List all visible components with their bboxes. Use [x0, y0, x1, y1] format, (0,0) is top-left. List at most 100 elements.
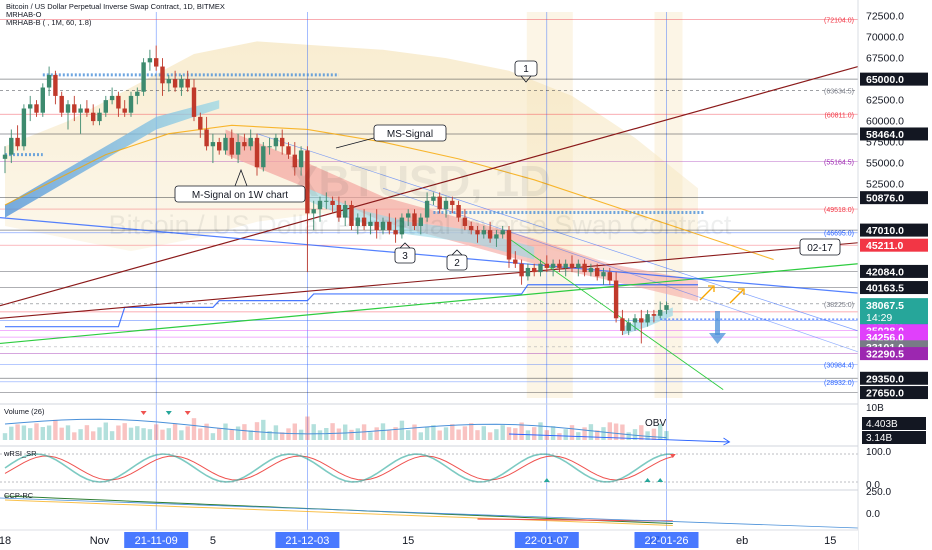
volume-value-box-2: 3.14B [862, 431, 926, 444]
label-1-callout[interactable]: 1 [514, 60, 538, 83]
candle-37 [235, 133, 241, 164]
candle-body [550, 263, 556, 268]
level-box-value: 45211.0 [866, 240, 904, 252]
candle-92 [582, 259, 587, 277]
date-0217-callout[interactable]: 02-17 [799, 238, 841, 256]
candle-body [103, 100, 108, 113]
wrsi-marker-2 [657, 478, 664, 482]
volume-bar-93 [588, 424, 594, 440]
level-box-bg [860, 281, 928, 295]
candle-61 [387, 213, 392, 235]
candle-63 [399, 213, 405, 239]
volume-bar-60 [380, 423, 386, 440]
level-box-value: 65000.0 [866, 74, 904, 86]
candle-87 [550, 259, 556, 277]
candle-body [2, 154, 8, 159]
candle-body [569, 263, 575, 268]
volume-bar-15 [97, 427, 102, 440]
candle-34 [217, 137, 222, 155]
candle-85 [538, 259, 543, 277]
volume-bar-79 [500, 425, 505, 440]
candle-body [538, 263, 543, 273]
candle-24 [154, 45, 159, 71]
label-3: 3 [402, 251, 408, 262]
level-label-0: (72104.0) [824, 18, 854, 25]
volume-bar-71 [450, 424, 455, 440]
label-2-callout[interactable]: 2 [446, 249, 468, 271]
level-box-21: 29350.0 [860, 371, 928, 385]
volume-value-box-1: 4.403B [862, 417, 926, 430]
level-box-value: 42084.0 [866, 266, 904, 278]
level-box-bg [860, 238, 928, 252]
candle-body [582, 263, 587, 273]
y-tick-label-5: 60000.0 [866, 116, 904, 128]
candle-48 [305, 146, 310, 273]
m-signal-callout[interactable]: M-Signal on 1W chart [174, 168, 306, 203]
candle-body [292, 154, 297, 168]
candle-body [607, 272, 612, 281]
candle-body [40, 87, 45, 113]
candle-97 [613, 272, 619, 323]
candle-body [626, 322, 631, 331]
candle-body [374, 221, 379, 231]
candle-22 [141, 58, 146, 96]
ccp-tick-250: 250.0 [866, 487, 891, 498]
obv-arrow-head [723, 437, 731, 446]
candle-body [620, 318, 625, 331]
ms-signal-callout[interactable]: MS-Signal [335, 124, 447, 149]
last-price-box: 38067.514:29 [860, 298, 928, 325]
candle-body [154, 58, 159, 67]
candle-54 [343, 200, 348, 226]
volume-bar-5 [34, 423, 39, 440]
candle-body [639, 318, 644, 323]
volume-bar-8 [53, 419, 58, 440]
x-tick-label-6: eb [736, 535, 748, 547]
level-box-1: 65000.0 [860, 72, 928, 86]
candle-33 [210, 133, 216, 164]
label-3-callout[interactable]: 3 [394, 242, 416, 264]
x-highlight-text: 21-12-03 [285, 535, 329, 547]
candle-body [361, 217, 367, 226]
volume-bar-105 [664, 431, 669, 440]
volume-bar-102 [645, 431, 650, 440]
candle-76 [481, 225, 486, 239]
candle-99 [626, 318, 631, 336]
volume-bar-54 [343, 424, 348, 440]
wrsi-marker-top [669, 454, 676, 458]
last-price-bg [860, 298, 928, 325]
level-label-20: (30984.4) [824, 363, 854, 370]
candle-body [645, 314, 650, 323]
candle-27 [172, 70, 178, 92]
x-highlight-bg [124, 532, 189, 548]
wrsi-tick-100: 100.0 [866, 447, 891, 458]
candle-39 [248, 129, 253, 151]
candle-11 [72, 95, 77, 122]
candle-body [15, 137, 20, 147]
candle-31 [198, 112, 203, 138]
volume-bar-0 [2, 433, 8, 440]
volume-bar-76 [481, 426, 486, 440]
candle-body [336, 205, 342, 218]
candle-body [311, 209, 316, 214]
ms-signal-band [225, 129, 698, 302]
candle-body [273, 137, 279, 147]
candle-body [418, 217, 423, 226]
candle-25 [160, 58, 165, 96]
volume-bar-49 [311, 424, 316, 440]
candle-body [380, 221, 386, 231]
candle-body [500, 230, 505, 235]
volume-bar-50 [317, 430, 323, 440]
volume-marker-1 [165, 411, 172, 415]
candle-57 [361, 209, 367, 231]
level-box-bg [860, 127, 928, 141]
level-box-value: 47010.0 [866, 225, 904, 237]
candle-14 [91, 104, 96, 126]
candle-body [651, 314, 657, 316]
volume-bar-100 [632, 429, 638, 440]
level-box-value: 50876.0 [866, 193, 904, 205]
candle-body [544, 263, 549, 268]
level-label-22: (28932.0) [824, 380, 854, 387]
y-tick-label-4: 62500.0 [866, 95, 904, 107]
volume-bar-35 [223, 423, 228, 440]
